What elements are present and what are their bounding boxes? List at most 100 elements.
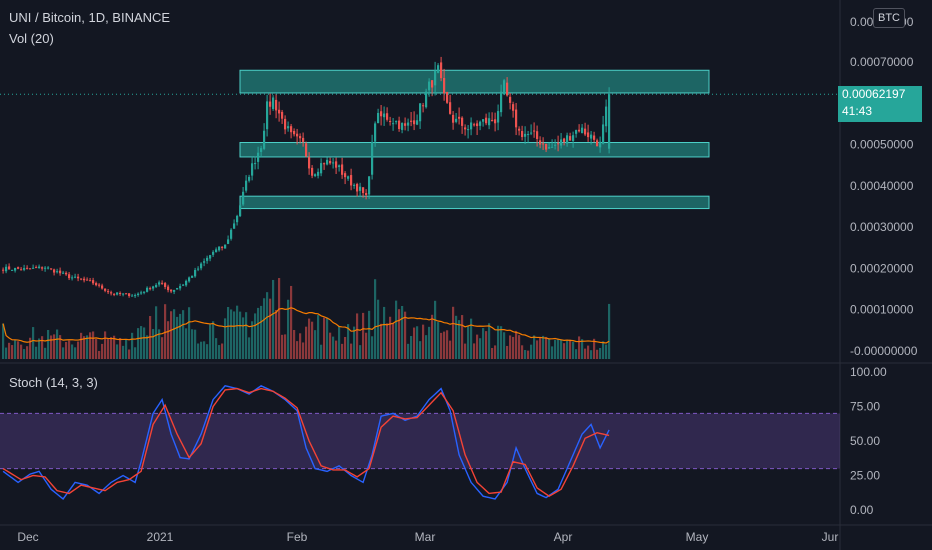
- price-tick-label: 0.00050000: [850, 138, 914, 152]
- volume-bar: [113, 335, 116, 359]
- stoch-indicator-label[interactable]: Stoch (14, 3, 3): [9, 375, 98, 390]
- candle-body: [440, 62, 443, 79]
- volume-bar: [482, 328, 485, 359]
- volume-bar: [194, 329, 197, 359]
- candle-body: [590, 134, 593, 139]
- volume-bar: [101, 343, 104, 359]
- candle-body: [296, 133, 299, 137]
- candle-body: [77, 276, 80, 279]
- volume-bar: [608, 303, 611, 359]
- candle-body: [56, 271, 59, 273]
- candle-body: [341, 164, 344, 175]
- candle-body: [65, 272, 68, 275]
- candle-body: [593, 135, 596, 140]
- volume-bar: [248, 337, 251, 359]
- volume-bar: [596, 349, 599, 359]
- volume-bar: [47, 329, 50, 359]
- candle-body: [332, 162, 335, 164]
- candle-body: [470, 122, 473, 130]
- volume-bar: [26, 346, 29, 359]
- last-price-value: 0.00062197: [842, 87, 906, 101]
- candle-body: [557, 143, 560, 145]
- candle-body: [428, 81, 431, 91]
- volume-bar: [17, 341, 20, 359]
- volume-bar: [449, 340, 452, 359]
- volume-bar: [548, 339, 551, 359]
- volume-bar: [473, 343, 476, 359]
- candle-body: [572, 135, 575, 142]
- volume-bar: [239, 311, 242, 359]
- candle-body: [335, 161, 338, 168]
- candle-body: [89, 280, 92, 282]
- volume-bar: [110, 337, 113, 359]
- candle-body: [137, 293, 140, 296]
- candle-body: [71, 277, 74, 279]
- candle-body: [317, 171, 320, 176]
- volume-bar: [260, 305, 263, 359]
- stoch-band: [0, 413, 840, 469]
- candle-body: [374, 123, 377, 142]
- volume-bars: [2, 278, 611, 359]
- currency-button[interactable]: BTC: [873, 8, 905, 28]
- volume-bar: [44, 347, 47, 359]
- volume-bar: [545, 336, 548, 359]
- candle-body: [119, 293, 122, 295]
- candle-body: [164, 283, 167, 287]
- volume-bar: [326, 317, 329, 359]
- candle-body: [362, 187, 365, 194]
- candle-body: [218, 246, 221, 251]
- candle-body: [257, 152, 260, 162]
- candle-body: [182, 284, 185, 286]
- volume-bar: [14, 340, 17, 359]
- volume-bar: [305, 326, 308, 359]
- volume-bar: [440, 332, 443, 359]
- volume-bar: [488, 323, 491, 359]
- volume-bar: [332, 336, 335, 359]
- candle-body: [368, 176, 371, 195]
- volume-bar: [83, 336, 86, 359]
- volume-bar: [254, 313, 257, 359]
- volume-bar: [278, 278, 281, 359]
- volume-bar: [476, 334, 479, 359]
- candle-body: [32, 267, 35, 269]
- volume-bar: [536, 340, 539, 359]
- volume-bar: [11, 345, 14, 359]
- candle-body: [224, 244, 227, 249]
- volume-bar: [197, 343, 200, 359]
- candle-body: [542, 143, 545, 145]
- chart-title[interactable]: UNI / Bitcoin, 1D, BINANCE: [9, 10, 171, 25]
- volume-bar: [242, 317, 245, 359]
- candle-body: [494, 119, 497, 124]
- candle-body: [107, 291, 110, 293]
- candle-body: [404, 123, 407, 126]
- stoch-tick-label: 25.00: [850, 469, 880, 483]
- candle-body: [101, 285, 104, 289]
- volume-indicator-label[interactable]: Vol (20): [9, 31, 54, 46]
- candle-body: [383, 113, 386, 118]
- stoch-k-line: [2, 384, 610, 500]
- volume-bar: [107, 337, 110, 359]
- candle-body: [509, 96, 512, 103]
- candle-body: [497, 111, 500, 123]
- candle-body: [554, 144, 557, 146]
- volume-bar: [209, 324, 212, 359]
- time-tick-label: Feb: [287, 530, 308, 544]
- candle-body: [83, 278, 86, 281]
- candle-body: [113, 293, 116, 295]
- volume-bar: [245, 312, 248, 359]
- volume-bar: [521, 345, 524, 359]
- candle-body: [458, 116, 461, 119]
- stoch-d-line: [2, 387, 610, 498]
- volume-bar: [284, 334, 287, 359]
- volume-bar: [422, 324, 425, 359]
- candle-body: [236, 215, 239, 223]
- volume-bar: [203, 341, 206, 359]
- volume-bar: [38, 338, 41, 359]
- time-tick-label: Jur: [822, 530, 839, 544]
- volume-bar: [236, 305, 239, 359]
- volume-bar: [62, 347, 65, 359]
- candle-body: [26, 267, 29, 269]
- candle-body: [47, 267, 50, 269]
- candle-body: [284, 118, 287, 130]
